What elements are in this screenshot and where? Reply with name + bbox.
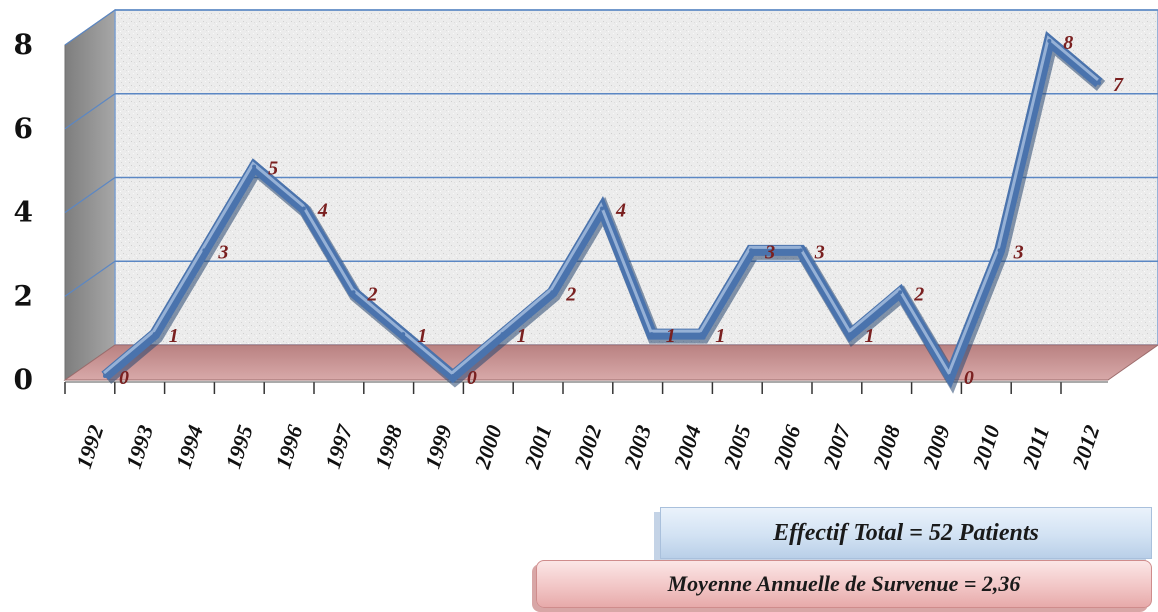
- data-label-2011: 8: [1063, 32, 1073, 54]
- data-point-1994: [202, 248, 207, 253]
- data-label-1998: 1: [417, 325, 427, 347]
- data-label-1995: 5: [268, 158, 278, 180]
- data-points: [103, 39, 1101, 378]
- data-point-2003: [649, 332, 654, 337]
- data-label-2009: 0: [964, 367, 974, 389]
- data-label-2008: 2: [913, 283, 924, 305]
- data-label-1993: 1: [169, 325, 179, 347]
- data-label-1997: 2: [367, 283, 378, 305]
- x-tick-label-2005: 2005: [718, 422, 756, 473]
- x-tick-label-1995: 1995: [220, 422, 257, 472]
- data-label-2010: 3: [1013, 241, 1024, 263]
- data-label-2005: 3: [764, 241, 775, 263]
- data-point-2004: [699, 332, 704, 337]
- y-tick-label-8: 8: [14, 28, 33, 61]
- gridlines: [64, 9, 1158, 297]
- data-point-1997: [351, 290, 356, 295]
- x-tick-label-2012: 2012: [1067, 422, 1105, 473]
- gridline-side-8: [64, 9, 116, 46]
- data-point-1995: [252, 164, 257, 169]
- x-tick-label-1996: 1996: [270, 422, 307, 472]
- data-point-2005: [749, 248, 754, 253]
- data-label-2000: 1: [517, 325, 527, 347]
- x-tick-label-2011: 2011: [1017, 423, 1054, 472]
- x-tick-label-2000: 2000: [469, 422, 507, 473]
- data-point-1999: [450, 374, 455, 378]
- data-labels: 0 1 3 5 4 2 1 0 1 2 4 1 1 3 3 1 2 0 3 8 7: [119, 32, 1124, 389]
- floor: [63, 344, 1158, 381]
- data-point-1992: [103, 374, 107, 378]
- y-tick-label-0: 0: [14, 363, 33, 396]
- data-label-2002: 4: [615, 200, 626, 222]
- x-tick-label-2002: 2002: [569, 422, 607, 473]
- series-line-highlight: [103, 35, 1099, 377]
- data-point-2000: [500, 332, 505, 337]
- data-point-2002: [600, 206, 604, 211]
- data-label-2004: 1: [715, 325, 725, 347]
- data-point-2010: [997, 248, 1002, 253]
- data-label-1996: 4: [317, 200, 328, 222]
- total-patients-text: Effectif Total = 52 Patients: [773, 519, 1039, 546]
- x-tick-label-1993: 1993: [121, 422, 158, 472]
- data-point-2006: [798, 248, 803, 253]
- chart-background: [63, 9, 1158, 381]
- data-point-1996: [301, 206, 306, 211]
- x-tick-label-2008: 2008: [867, 422, 905, 473]
- x-tick-label-2010: 2010: [967, 422, 1005, 473]
- x-tick-label-1992: 1992: [71, 422, 108, 472]
- y-tick-label-2: 2: [14, 279, 33, 312]
- data-point-2012: [1097, 80, 1101, 85]
- data-label-2001: 2: [565, 283, 576, 305]
- gridline-side-4: [64, 177, 116, 213]
- data-label-1992: 0: [119, 367, 129, 389]
- data-point-2007: [848, 332, 853, 337]
- data-point-1998: [401, 332, 406, 337]
- annual-mean-text: Moyenne Annuelle de Survenue = 2,36: [667, 571, 1021, 596]
- x-tick-label-2007: 2007: [818, 421, 856, 472]
- x-tick-label-1997: 1997: [320, 421, 358, 472]
- x-axis: 1992 1993 1994 1995 1996 1997 1998 1999 2000 2001…: [64, 381, 1108, 473]
- x-tick-label-2001: 2001: [519, 422, 557, 473]
- data-point-2001: [550, 290, 555, 295]
- data-label-2012: 7: [1113, 74, 1124, 96]
- y-tick-label-4: 4: [14, 196, 33, 229]
- data-label-1994: 3: [217, 241, 228, 263]
- y-axis: 0 2 4 6 8: [14, 28, 33, 396]
- gridline-side-6: [64, 93, 116, 130]
- x-tick-label-1994: 1994: [171, 422, 208, 472]
- x-tick-label-2006: 2006: [768, 422, 806, 473]
- x-tick-label-2003: 2003: [618, 422, 656, 473]
- y-tick-label-6: 6: [14, 112, 33, 145]
- x-tick-label-1998: 1998: [370, 422, 407, 472]
- x-tick-label-2004: 2004: [668, 422, 706, 473]
- data-label-2007: 1: [865, 325, 875, 347]
- data-label-1999: 0: [467, 367, 477, 389]
- data-point-2008: [898, 290, 903, 295]
- data-point-2009: [947, 374, 952, 378]
- data-label-2003: 1: [666, 325, 676, 347]
- data-point-2011: [1047, 39, 1052, 43]
- data-point-1993: [152, 332, 157, 337]
- data-label-2006: 3: [814, 241, 825, 263]
- x-tick-label-1999: 1999: [420, 422, 457, 472]
- annual-mean-box: Moyenne Annuelle de Survenue = 2,36: [536, 560, 1152, 608]
- total-patients-box: Effectif Total = 52 Patients: [660, 507, 1152, 559]
- gridline-side-2: [64, 260, 116, 297]
- x-tick-label-2009: 2009: [917, 422, 955, 473]
